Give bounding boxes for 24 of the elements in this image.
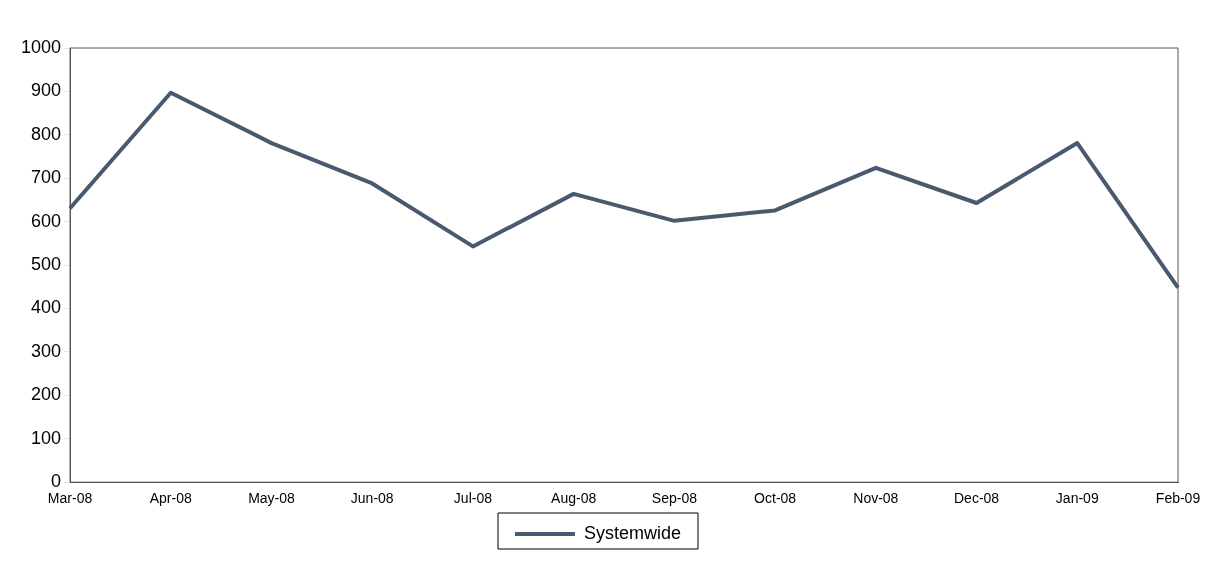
x-tick-label: Mar-08 xyxy=(47,490,93,507)
x-tick-label: Dec-08 xyxy=(953,490,1000,507)
x-tick-label: Aug-08 xyxy=(551,490,597,507)
x-tick-label: Apr-08 xyxy=(149,490,192,507)
y-tick-label: 700 xyxy=(31,167,62,188)
y-tick-label: 200 xyxy=(31,384,62,405)
y-tick-label: 600 xyxy=(31,210,62,231)
y-tick-label: 500 xyxy=(31,254,62,275)
y-tick-label: 400 xyxy=(31,297,62,318)
x-tick-label: Jun-08 xyxy=(350,490,394,507)
y-tick-label: 1000 xyxy=(21,36,62,57)
y-tick-label: 800 xyxy=(31,123,62,144)
x-tick-label: Sep-08 xyxy=(651,490,698,507)
y-tick-label: 100 xyxy=(31,427,62,448)
x-tick-label: Oct-08 xyxy=(754,490,797,507)
x-tick-label: Nov-08 xyxy=(853,490,899,507)
y-tick-label: 0 xyxy=(51,471,62,492)
x-tick-label: Feb-09 xyxy=(1155,490,1201,507)
y-tick-label: 300 xyxy=(31,340,62,361)
y-tick-label: 900 xyxy=(31,80,62,101)
x-tick-label: May-08 xyxy=(248,490,296,507)
legend-label: Systemwide xyxy=(583,522,682,543)
x-tick-label: Jul-08 xyxy=(453,490,493,507)
x-tick-label: Jan-09 xyxy=(1055,490,1099,507)
